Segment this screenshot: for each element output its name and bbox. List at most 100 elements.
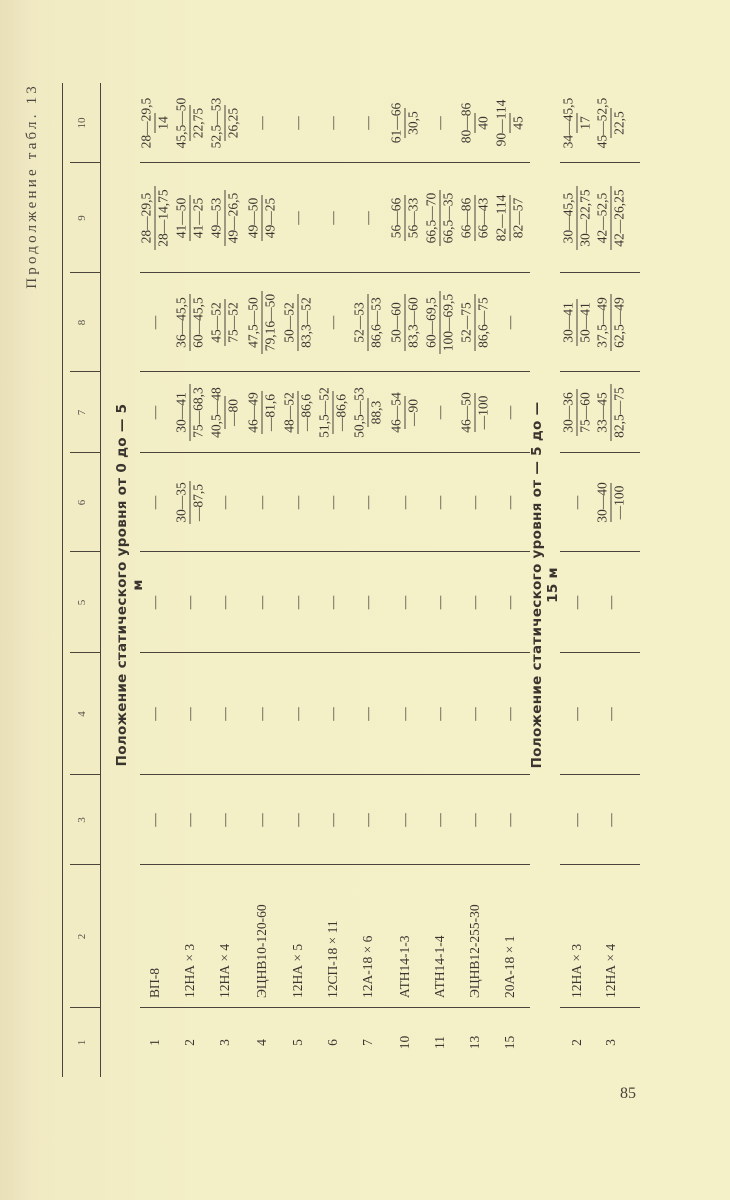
fraction-denominator: 26,25 <box>224 104 242 142</box>
pump-model: 12НА × 5 <box>290 943 305 998</box>
fraction-value: 50,5—53 88,3 <box>352 384 385 441</box>
table-cell: — <box>325 116 340 130</box>
table-cell: — <box>254 595 269 610</box>
fraction-numerator: 28—29,5 <box>138 192 154 244</box>
fraction-numerator: 28—29,5 <box>138 97 154 149</box>
column-header-9: 9 <box>76 215 88 221</box>
table-cell: 50,5—53 88,3 <box>352 372 385 453</box>
row-number: 11 <box>432 1036 447 1049</box>
table-cell: — <box>147 707 162 721</box>
table-cell: — <box>502 315 517 330</box>
row-number: 5 <box>290 1039 305 1046</box>
fraction-value: 82—114 82—57 <box>494 192 527 245</box>
fraction-numerator: 82—114 <box>493 194 509 242</box>
table-cell: 30—41 75—68,3 <box>174 372 207 453</box>
fraction-denominator: 49—25 <box>261 194 279 242</box>
fraction-numerator: 36—45,5 <box>173 297 189 348</box>
table-cell: — <box>502 595 517 610</box>
fraction-denominator: 88,3 <box>367 397 385 428</box>
fraction-numerator: 30—40 <box>594 482 610 523</box>
pump-model: 12НА × 3 <box>182 943 197 998</box>
fraction-value: 60—69,5 100—69,5 <box>423 290 457 355</box>
fraction-numerator: 90—114 <box>493 99 509 147</box>
table-cell: 28—29,5 28—14,75 <box>139 163 172 273</box>
fraction-denominator: 40 <box>474 113 492 133</box>
fraction-value: 66—86 66—43 <box>458 194 492 242</box>
fraction-denominator: 75—68,3 <box>189 384 207 441</box>
column-header-3: 3 <box>76 817 88 823</box>
fraction-numerator: 30—35 <box>173 482 189 523</box>
fraction-denominator: 28—14,75 <box>154 186 172 250</box>
fraction-numerator: 66—86 <box>458 197 474 239</box>
fraction-value: 50—52 83,3—52 <box>282 294 315 351</box>
table-cell: 52—75 86,6—75 <box>459 273 492 372</box>
column-header-6: 6 <box>76 499 88 506</box>
fraction-numerator: 80—86 <box>458 102 474 144</box>
table-cell: — <box>182 813 197 827</box>
pump-model: АТН14-1-4 <box>432 935 447 998</box>
fraction-denominator: 100—69,5 <box>439 290 457 355</box>
fraction-numerator: 30—36 <box>560 392 576 433</box>
fraction-numerator: 50,5—53 <box>351 387 367 438</box>
column-header-5: 5 <box>76 599 88 606</box>
fraction-value: 49—53 49—26,5 <box>209 189 242 247</box>
pump-model: 12НА × 4 <box>217 943 232 998</box>
row-number: 3 <box>603 1039 618 1046</box>
table-cell: — <box>502 495 517 510</box>
table-cell: — <box>360 495 375 510</box>
page-number: 85 <box>620 1085 636 1102</box>
fraction-value: 45—52,5 22,5 <box>595 95 628 152</box>
fraction-value: 37,5—49 62,5—49 <box>595 294 628 351</box>
table-cell: 47,5—50 79,16—50 <box>246 273 279 372</box>
fraction-value: 33—45 82,5—75 <box>595 384 628 441</box>
fraction-value: 45—52 75—52 <box>209 299 242 346</box>
fraction-numerator: 61—66 <box>388 102 404 144</box>
table-cell: — <box>397 813 412 827</box>
table-cell: 45—52 75—52 <box>209 273 242 372</box>
table-cell: — <box>147 315 162 330</box>
table-cell: 50—52 83,3—52 <box>282 273 315 372</box>
fraction-denominator: 82—57 <box>509 194 527 242</box>
fraction-denominator: 30,5 <box>404 108 422 138</box>
fraction-numerator: 41—50 <box>173 197 189 239</box>
fraction-value: 40,5—48 —80 <box>209 384 242 441</box>
table-cell: — <box>325 495 340 510</box>
fraction-numerator: 46—50 <box>458 392 474 433</box>
table-cell: — <box>397 595 412 610</box>
fraction-numerator: 42—52,5 <box>594 192 610 244</box>
table-cell: — <box>432 116 447 130</box>
fraction-value: 36—45,5 60—45,5 <box>174 294 207 351</box>
fraction-numerator: 50—52 <box>281 302 297 343</box>
fraction-numerator: 47,5—50 <box>245 297 261 348</box>
table-cell: 82—114 82—57 <box>494 163 527 273</box>
fraction-denominator: 66,5—35 <box>439 189 457 247</box>
table-cell: 37,5—49 62,5—49 <box>595 273 628 372</box>
table-cell: — <box>467 495 482 510</box>
table-cell: 52—53 86,6—53 <box>352 273 385 372</box>
table-cell: 66—86 66—43 <box>459 163 492 273</box>
fraction-denominator: 30—22,75 <box>576 186 594 250</box>
table-cell: — <box>290 116 305 130</box>
table-cell: 61—66 30,5 <box>389 83 422 163</box>
table-cell: — <box>325 707 340 721</box>
fraction-numerator: 37,5—49 <box>594 297 610 348</box>
table-cell: — <box>569 707 584 721</box>
table-cell: — <box>147 813 162 827</box>
table-cell: 51,5—52 —86,6 <box>317 372 350 453</box>
fraction-value: 45,5—50 22,75 <box>174 95 207 152</box>
table-cell: 33—45 82,5—75 <box>595 372 628 453</box>
header-top-rule <box>62 83 63 1077</box>
table-cell: — <box>432 707 447 721</box>
fraction-numerator: 60—69,5 <box>423 297 439 348</box>
table-cell: 46—50 —100 <box>459 372 492 453</box>
table-cell: — <box>603 813 618 827</box>
table-cell: — <box>147 495 162 510</box>
fraction-numerator: 45—52,5 <box>594 97 610 149</box>
table-cell: — <box>325 595 340 610</box>
fraction-value: 41—50 41—25 <box>173 194 207 242</box>
fraction-denominator: —100 <box>474 392 492 433</box>
fraction-denominator: 17 <box>576 113 594 133</box>
fraction-denominator: —87,5 <box>189 480 207 525</box>
fraction-value: 30—45,5 30—22,75 <box>561 186 594 250</box>
